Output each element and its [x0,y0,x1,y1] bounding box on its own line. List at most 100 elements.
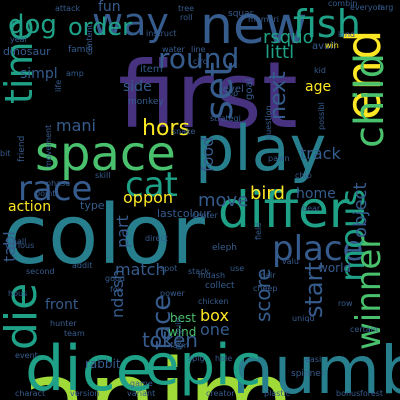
word-new: new [200,0,308,56]
word-small: small [5,237,27,246]
word-cat: cat [125,165,178,205]
word-order: order [68,13,132,41]
word-use: use [230,264,245,273]
word-chip: chip [295,171,312,180]
word-version: version [70,389,100,398]
word-spot: spot [160,264,178,273]
word-addit: addit [72,261,93,270]
word-object: object [350,182,371,238]
word-field: field [254,222,263,240]
word-best: best [170,311,196,325]
word-hors: hors [142,116,190,141]
word-littl: littl [265,42,295,63]
word-year: year [10,35,28,44]
word-action: action [8,199,52,215]
word-rsquo: rsquo [263,27,314,48]
word-collect: collect [205,281,235,291]
word-epic: epic [145,333,262,398]
word-way: way [92,0,169,44]
word-bear: bear [302,204,321,213]
word-movement: movement [44,124,53,168]
word-squar: squar [228,9,254,19]
word-phase: phase [46,179,71,188]
word-team: team [64,329,85,338]
word-point: point [35,189,56,198]
word-track: track [300,144,341,163]
word-number: number [232,332,400,400]
word-home: home [296,186,336,202]
word-differ: differ [218,181,350,239]
word-everyon: everyon [350,3,383,12]
word-play: play [195,112,327,185]
word-color: color [3,188,205,283]
word-variant: variant [127,389,156,398]
word-token: token [142,328,198,352]
word-center: center [192,211,218,220]
word-hous: hous [8,289,28,298]
word-dog: dog [8,10,57,40]
word-bird: bird [250,183,285,204]
word-one: one [200,320,230,339]
word-oppon: oppon [123,188,174,207]
word-age: age [305,79,332,95]
word-type: type [80,199,105,212]
word-game: game [130,379,153,388]
word-bonus: bonus [336,389,361,398]
word-roll: roll [180,13,193,22]
word-larg: larg [378,3,394,12]
word-second: second [26,267,55,276]
word-avail: avail [312,41,336,52]
word-instruct: instruct [146,29,177,38]
word-pair: pair [260,271,276,280]
word-forest: forest [360,389,384,398]
word-tree: tree [178,4,195,13]
word-combin: combin [328,0,358,8]
word-part: part [113,215,132,248]
word-place: place [272,229,364,269]
word-round: round [158,42,240,75]
word-amp: amp [66,69,84,78]
word-box: box [200,306,229,325]
word-question: question [264,105,273,140]
word-simpl: simpl [20,66,58,82]
word-uniqu: uniqu [292,314,315,323]
word-good: good [105,274,125,283]
word-charact: charact [15,389,46,398]
word-item: item [140,64,163,75]
word-snake: snake [172,127,196,136]
word-water: water [162,45,185,54]
word-life: life [54,79,63,92]
word-kid: kid [314,66,326,75]
word-various: various [5,241,35,250]
word-mdash: mdash [198,271,226,280]
word-pawn: pawn [268,154,290,163]
word-strategi: strategi [210,114,241,123]
word-line: line [191,45,206,54]
word-first: first [118,42,298,149]
word-circl: circl [193,57,210,66]
word-power: power [160,289,185,298]
word-world: world [318,261,352,275]
word-space: space [35,126,176,182]
word-stack: stack [188,267,210,276]
word-chicken: chicken [198,297,229,306]
word-hole: hole [215,354,233,363]
word-food: food [198,136,217,172]
word-bit: bit [0,149,11,158]
word-spinner: spinner [291,369,325,379]
word-front: front [45,297,79,313]
word-top: top [225,89,239,98]
word-goal: goal [244,78,255,100]
word-dice: dice [25,332,154,400]
word-attack: attack [55,4,81,13]
word-fun: fun [98,0,121,15]
word-memori: memori [248,15,279,24]
word-friend: friend [17,135,27,162]
word-valu: valu [282,257,299,266]
word-possibl: possibl [317,102,326,130]
word-rabbit: rabbit [85,357,121,371]
word-child: child [347,53,393,148]
word-plastic: plastic [264,389,291,398]
word-race: race [18,169,93,209]
